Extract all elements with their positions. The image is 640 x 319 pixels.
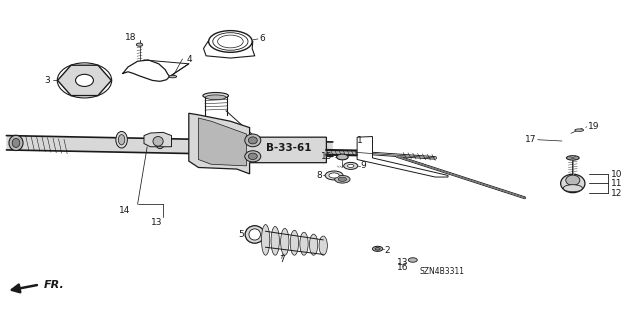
Ellipse shape — [280, 228, 289, 255]
Text: 13: 13 — [151, 218, 163, 227]
Ellipse shape — [566, 156, 579, 160]
Text: SZN4B3311: SZN4B3311 — [419, 267, 464, 276]
Text: 1: 1 — [357, 136, 363, 145]
Polygon shape — [6, 136, 333, 156]
Ellipse shape — [245, 226, 264, 243]
Ellipse shape — [116, 131, 127, 148]
Text: 15: 15 — [321, 152, 333, 161]
Polygon shape — [326, 150, 358, 155]
Text: B-33-61: B-33-61 — [266, 143, 311, 153]
Text: 17: 17 — [525, 135, 536, 144]
Text: 18: 18 — [125, 33, 137, 42]
Ellipse shape — [408, 258, 417, 262]
Ellipse shape — [337, 154, 348, 160]
Ellipse shape — [344, 162, 358, 169]
Ellipse shape — [205, 95, 226, 100]
Ellipse shape — [76, 74, 93, 86]
Polygon shape — [58, 65, 111, 96]
Text: 10: 10 — [611, 170, 623, 179]
Text: 19: 19 — [588, 122, 599, 130]
Text: 16: 16 — [397, 263, 409, 272]
Text: 12: 12 — [611, 189, 623, 198]
Ellipse shape — [566, 175, 580, 185]
Text: 6: 6 — [259, 34, 265, 43]
Ellipse shape — [136, 43, 143, 46]
Ellipse shape — [209, 31, 252, 52]
Ellipse shape — [169, 75, 177, 78]
Ellipse shape — [310, 234, 318, 255]
Ellipse shape — [118, 135, 125, 145]
Ellipse shape — [12, 138, 20, 147]
Ellipse shape — [248, 153, 257, 160]
Text: 2: 2 — [384, 246, 390, 255]
Text: 4: 4 — [187, 55, 193, 63]
Ellipse shape — [271, 226, 280, 255]
Polygon shape — [144, 132, 172, 147]
Text: 8: 8 — [316, 171, 322, 180]
Ellipse shape — [290, 230, 298, 255]
Text: 13: 13 — [397, 258, 409, 267]
Polygon shape — [189, 113, 326, 174]
Ellipse shape — [261, 225, 270, 255]
Ellipse shape — [155, 133, 165, 149]
Ellipse shape — [561, 174, 585, 193]
Ellipse shape — [375, 248, 380, 250]
Ellipse shape — [348, 164, 354, 167]
Ellipse shape — [575, 129, 584, 131]
Ellipse shape — [339, 177, 347, 181]
Ellipse shape — [372, 246, 383, 251]
Ellipse shape — [245, 134, 261, 147]
Ellipse shape — [9, 135, 23, 151]
Polygon shape — [198, 118, 246, 166]
Text: 14: 14 — [119, 206, 131, 215]
Text: 9: 9 — [360, 161, 366, 170]
Ellipse shape — [325, 171, 343, 180]
Text: 11: 11 — [611, 179, 623, 188]
Polygon shape — [357, 137, 448, 177]
Ellipse shape — [249, 229, 260, 240]
Ellipse shape — [329, 173, 339, 178]
Ellipse shape — [245, 151, 261, 162]
Ellipse shape — [248, 137, 257, 144]
Ellipse shape — [153, 137, 163, 146]
Ellipse shape — [319, 236, 328, 255]
Ellipse shape — [300, 232, 308, 255]
Text: FR.: FR. — [44, 279, 64, 290]
Ellipse shape — [335, 175, 350, 183]
Ellipse shape — [563, 185, 582, 192]
Text: 3: 3 — [44, 76, 50, 85]
Ellipse shape — [203, 93, 228, 99]
Text: 7: 7 — [279, 256, 284, 264]
Text: 5: 5 — [239, 230, 244, 239]
